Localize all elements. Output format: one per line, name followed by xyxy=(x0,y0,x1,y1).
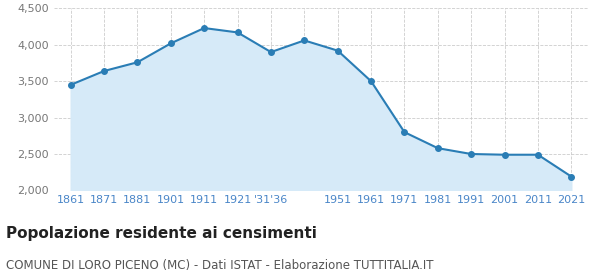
Text: COMUNE DI LORO PICENO (MC) - Dati ISTAT - Elaborazione TUTTITALIA.IT: COMUNE DI LORO PICENO (MC) - Dati ISTAT … xyxy=(6,259,433,272)
Text: Popolazione residente ai censimenti: Popolazione residente ai censimenti xyxy=(6,226,317,241)
